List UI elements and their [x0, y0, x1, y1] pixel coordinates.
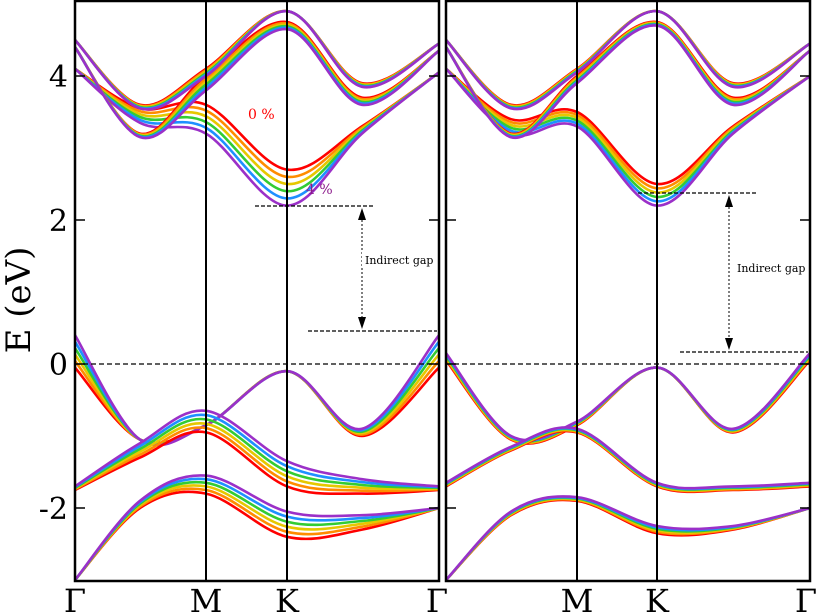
indirect-gap-label-left: Indirect gap [365, 254, 433, 267]
band-line-valence-1-series-0 [75, 430, 439, 496]
y-tick-label: 0 [49, 348, 68, 383]
indirect-gap-label-right: Indirect gap [737, 262, 805, 275]
band-line-valence-1-series-1 [75, 426, 439, 493]
band-line-valence-2-series-2 [75, 484, 439, 581]
band-line-conduction-0-series-5 [446, 67, 810, 207]
kpoint-label-M-left: M [190, 582, 223, 615]
band-line-conduction-0-series-4 [75, 67, 439, 200]
band-line-valence-1-series-4 [446, 426, 810, 491]
kpoint-label-M-right: M [561, 582, 594, 615]
strain-label-4pct: 4 % [306, 182, 333, 198]
kpoint-label-K-right: K [645, 582, 670, 615]
band-line-valence-1-series-2 [446, 428, 810, 492]
band-line-valence-1-series-3 [446, 427, 810, 491]
band-line-valence-0-series-5 [75, 334, 439, 447]
strain-label-0pct: 0 % [248, 107, 275, 123]
y-tick-label: -2 [39, 492, 68, 527]
band-line-valence-1-series-0 [446, 429, 810, 494]
gap-arrowhead-bottom-right [725, 338, 733, 350]
right-panel-frame [444, 0, 812, 583]
kpoint-label-gamma-left: Γ [64, 582, 86, 615]
band-line-conduction-1-series-5 [75, 27, 439, 140]
band-line-valence-2-series-5 [75, 474, 439, 581]
band-line-valence-0-series-5 [446, 352, 810, 442]
band-line-valence-2-series-5 [446, 495, 810, 581]
y-ticks [75, 75, 810, 509]
kpoint-label-K-left: K [275, 582, 300, 615]
band-line-valence-1-series-5 [75, 409, 439, 488]
left-panel-frame [73, 0, 441, 583]
right-panel-bands [446, 9, 810, 581]
y-tick-label: 4 [49, 60, 68, 95]
band-line-conduction-2-series-5 [446, 9, 810, 111]
y-tick-label: 2 [49, 204, 68, 239]
band-line-valence-1-series-4 [75, 413, 439, 489]
band-line-valence-2-series-2 [446, 497, 810, 581]
band-line-valence-2-series-0 [75, 490, 439, 581]
band-line-valence-1-series-2 [75, 422, 439, 491]
left-panel-bands [75, 9, 439, 581]
band-line-valence-2-series-3 [446, 496, 810, 581]
band-line-conduction-2-series-5 [75, 9, 439, 111]
kpoint-label-gamma-right: Γ [795, 582, 817, 615]
band-line-valence-1-series-3 [75, 417, 439, 490]
band-line-conduction-1-series-5 [446, 24, 810, 139]
band-line-valence-2-series-4 [446, 495, 810, 581]
band-line-valence-1-series-1 [446, 429, 810, 493]
gap-arrowhead-top-right [725, 195, 733, 207]
gap-arrowhead-bottom-left [358, 317, 366, 329]
band-line-valence-2-series-1 [446, 497, 810, 581]
band-line-conduction-0-series-3 [446, 67, 810, 199]
band-line-valence-1-series-5 [446, 426, 810, 490]
band-line-conduction-0-series-4 [446, 67, 810, 203]
kpoint-label-gamma-mid: Γ [426, 582, 448, 615]
band-line-conduction-0-series-5 [75, 67, 439, 207]
y-axis-label: E (eV) [0, 247, 39, 354]
band-line-valence-2-series-0 [446, 498, 810, 581]
gap-arrowhead-top-left [358, 208, 366, 220]
